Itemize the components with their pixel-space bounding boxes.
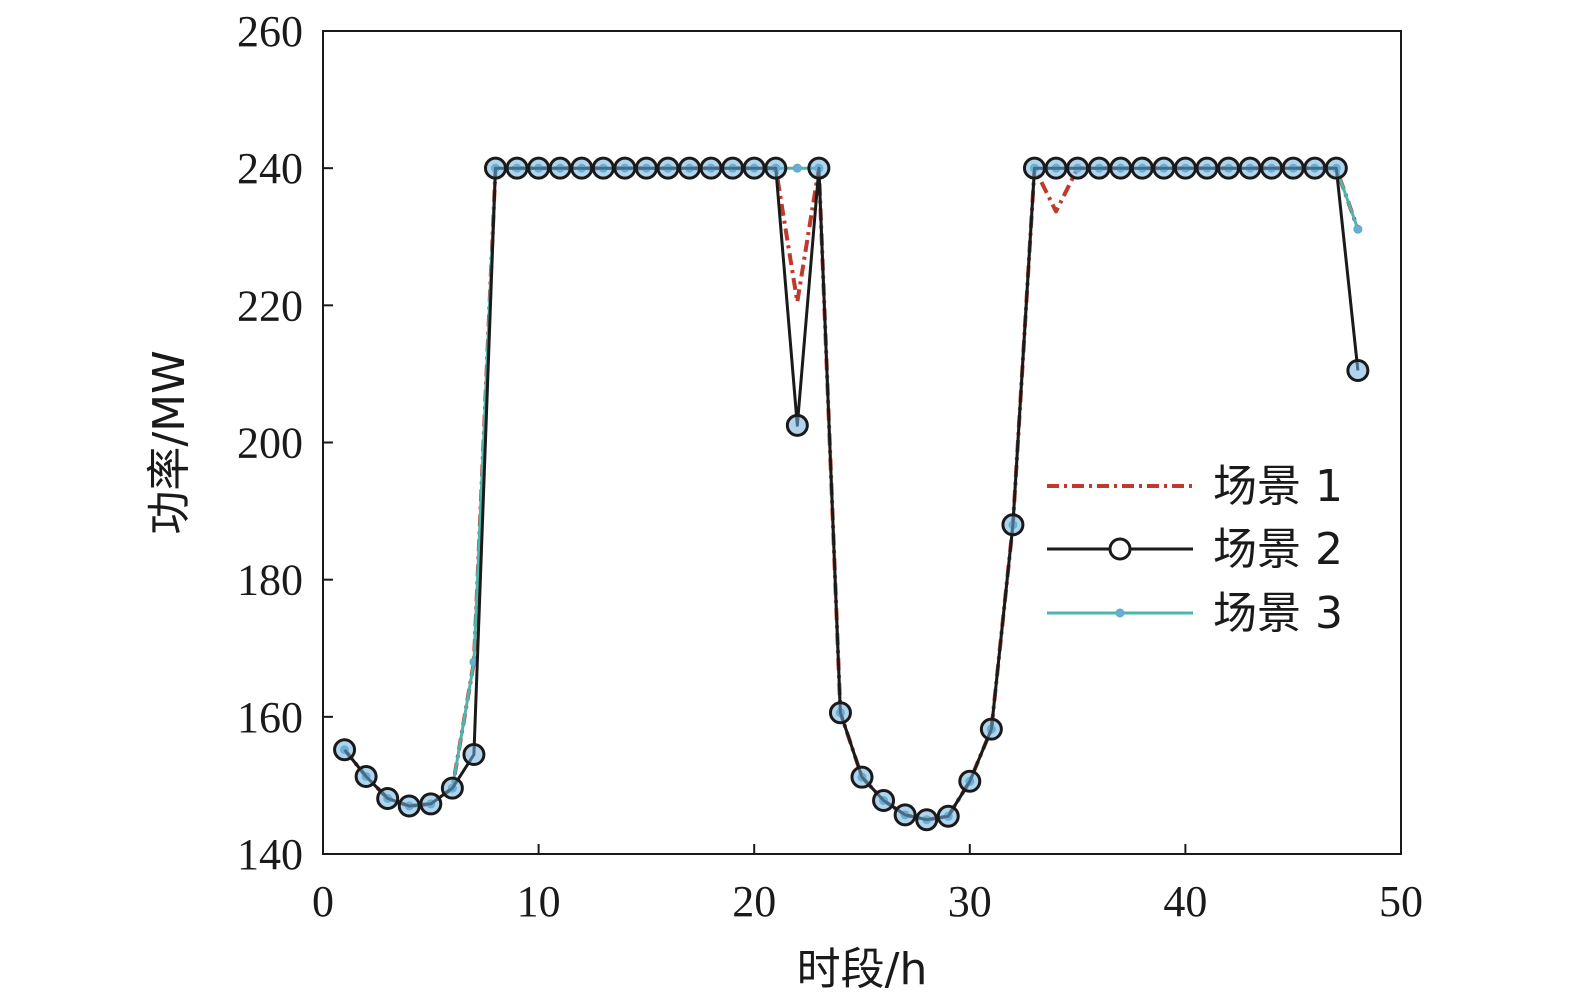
data-point <box>440 776 464 800</box>
data-point <box>979 717 1003 741</box>
series-line <box>343 166 1360 822</box>
data-point <box>807 156 831 180</box>
data-point <box>462 743 486 767</box>
series-3 <box>340 163 1363 825</box>
data-point <box>1303 156 1327 180</box>
data-point <box>828 701 852 725</box>
data-point <box>678 156 702 180</box>
legend-item-3: 场景 3 <box>1047 588 1343 639</box>
legend-marker <box>1108 537 1132 561</box>
data-point <box>1346 358 1370 382</box>
legend-marker <box>1115 608 1125 618</box>
data-point <box>483 156 507 180</box>
data-point <box>1109 156 1133 180</box>
data-point <box>1260 156 1284 180</box>
data-point <box>548 156 572 180</box>
data-point <box>505 156 529 180</box>
y-tick-label: 140 <box>237 830 303 879</box>
data-point <box>1066 156 1090 180</box>
y-tick-label: 240 <box>237 144 303 193</box>
y-tick-label: 200 <box>237 419 303 468</box>
data-point <box>1022 156 1046 180</box>
data-point <box>1195 156 1219 180</box>
data-point <box>570 156 594 180</box>
y-tick-label: 220 <box>237 281 303 330</box>
data-point <box>850 765 874 789</box>
data-point <box>915 808 939 832</box>
y-axis-label: 功率/MW <box>144 350 195 534</box>
x-tick-label: 0 <box>312 877 334 926</box>
axes: 0 10 20 30 40 50 140 160 180 200 220 240 260 <box>237 7 1423 926</box>
data-point <box>656 156 680 180</box>
y-tick-label: 180 <box>237 556 303 605</box>
legend-item-1: 场景 1 <box>1047 461 1343 512</box>
data-point <box>634 156 658 180</box>
data-point <box>764 156 788 180</box>
series-line <box>343 166 1360 822</box>
data-point <box>872 789 896 813</box>
data-point <box>1130 156 1154 180</box>
x-tick-label: 30 <box>948 877 992 926</box>
data-point <box>1324 156 1348 180</box>
data-point <box>1087 156 1111 180</box>
data-point <box>1281 156 1305 180</box>
series-line <box>343 166 1360 822</box>
data-point <box>1217 156 1241 180</box>
data-point <box>419 792 443 816</box>
data-point <box>792 163 802 173</box>
data-point <box>591 156 615 180</box>
legend-label: 场景 1 <box>1213 461 1343 512</box>
legend-label: 场景 2 <box>1213 524 1343 575</box>
data-point <box>958 769 982 793</box>
x-tick-label: 50 <box>1379 877 1423 926</box>
data-point <box>785 413 809 437</box>
x-tick-label: 20 <box>732 877 776 926</box>
y-tick-label: 160 <box>237 693 303 742</box>
data-point <box>527 156 551 180</box>
data-point <box>1044 156 1068 180</box>
legend-label: 场景 3 <box>1213 588 1343 639</box>
data-point <box>613 156 637 180</box>
legend: 场景 1 场景 2 场景 3 <box>1047 461 1343 639</box>
data-point <box>721 156 745 180</box>
data-point <box>742 156 766 180</box>
data-point <box>1353 224 1363 234</box>
data-point <box>333 738 357 762</box>
data-point <box>1001 513 1025 537</box>
plot-area <box>333 156 1370 832</box>
series-1 <box>343 166 1360 822</box>
x-tick-label: 10 <box>517 877 561 926</box>
data-point <box>893 803 917 827</box>
y-tick-label: 260 <box>237 7 303 56</box>
data-point <box>699 156 723 180</box>
data-point <box>376 786 400 810</box>
data-point <box>354 765 378 789</box>
series-2 <box>333 156 1370 832</box>
data-point <box>936 804 960 828</box>
data-point <box>1152 156 1176 180</box>
data-point <box>397 794 421 818</box>
x-tick-label: 40 <box>1163 877 1207 926</box>
data-point <box>1238 156 1262 180</box>
legend-item-2: 场景 2 <box>1047 524 1343 575</box>
x-axis-label: 时段/h <box>797 944 928 995</box>
data-point <box>1173 156 1197 180</box>
